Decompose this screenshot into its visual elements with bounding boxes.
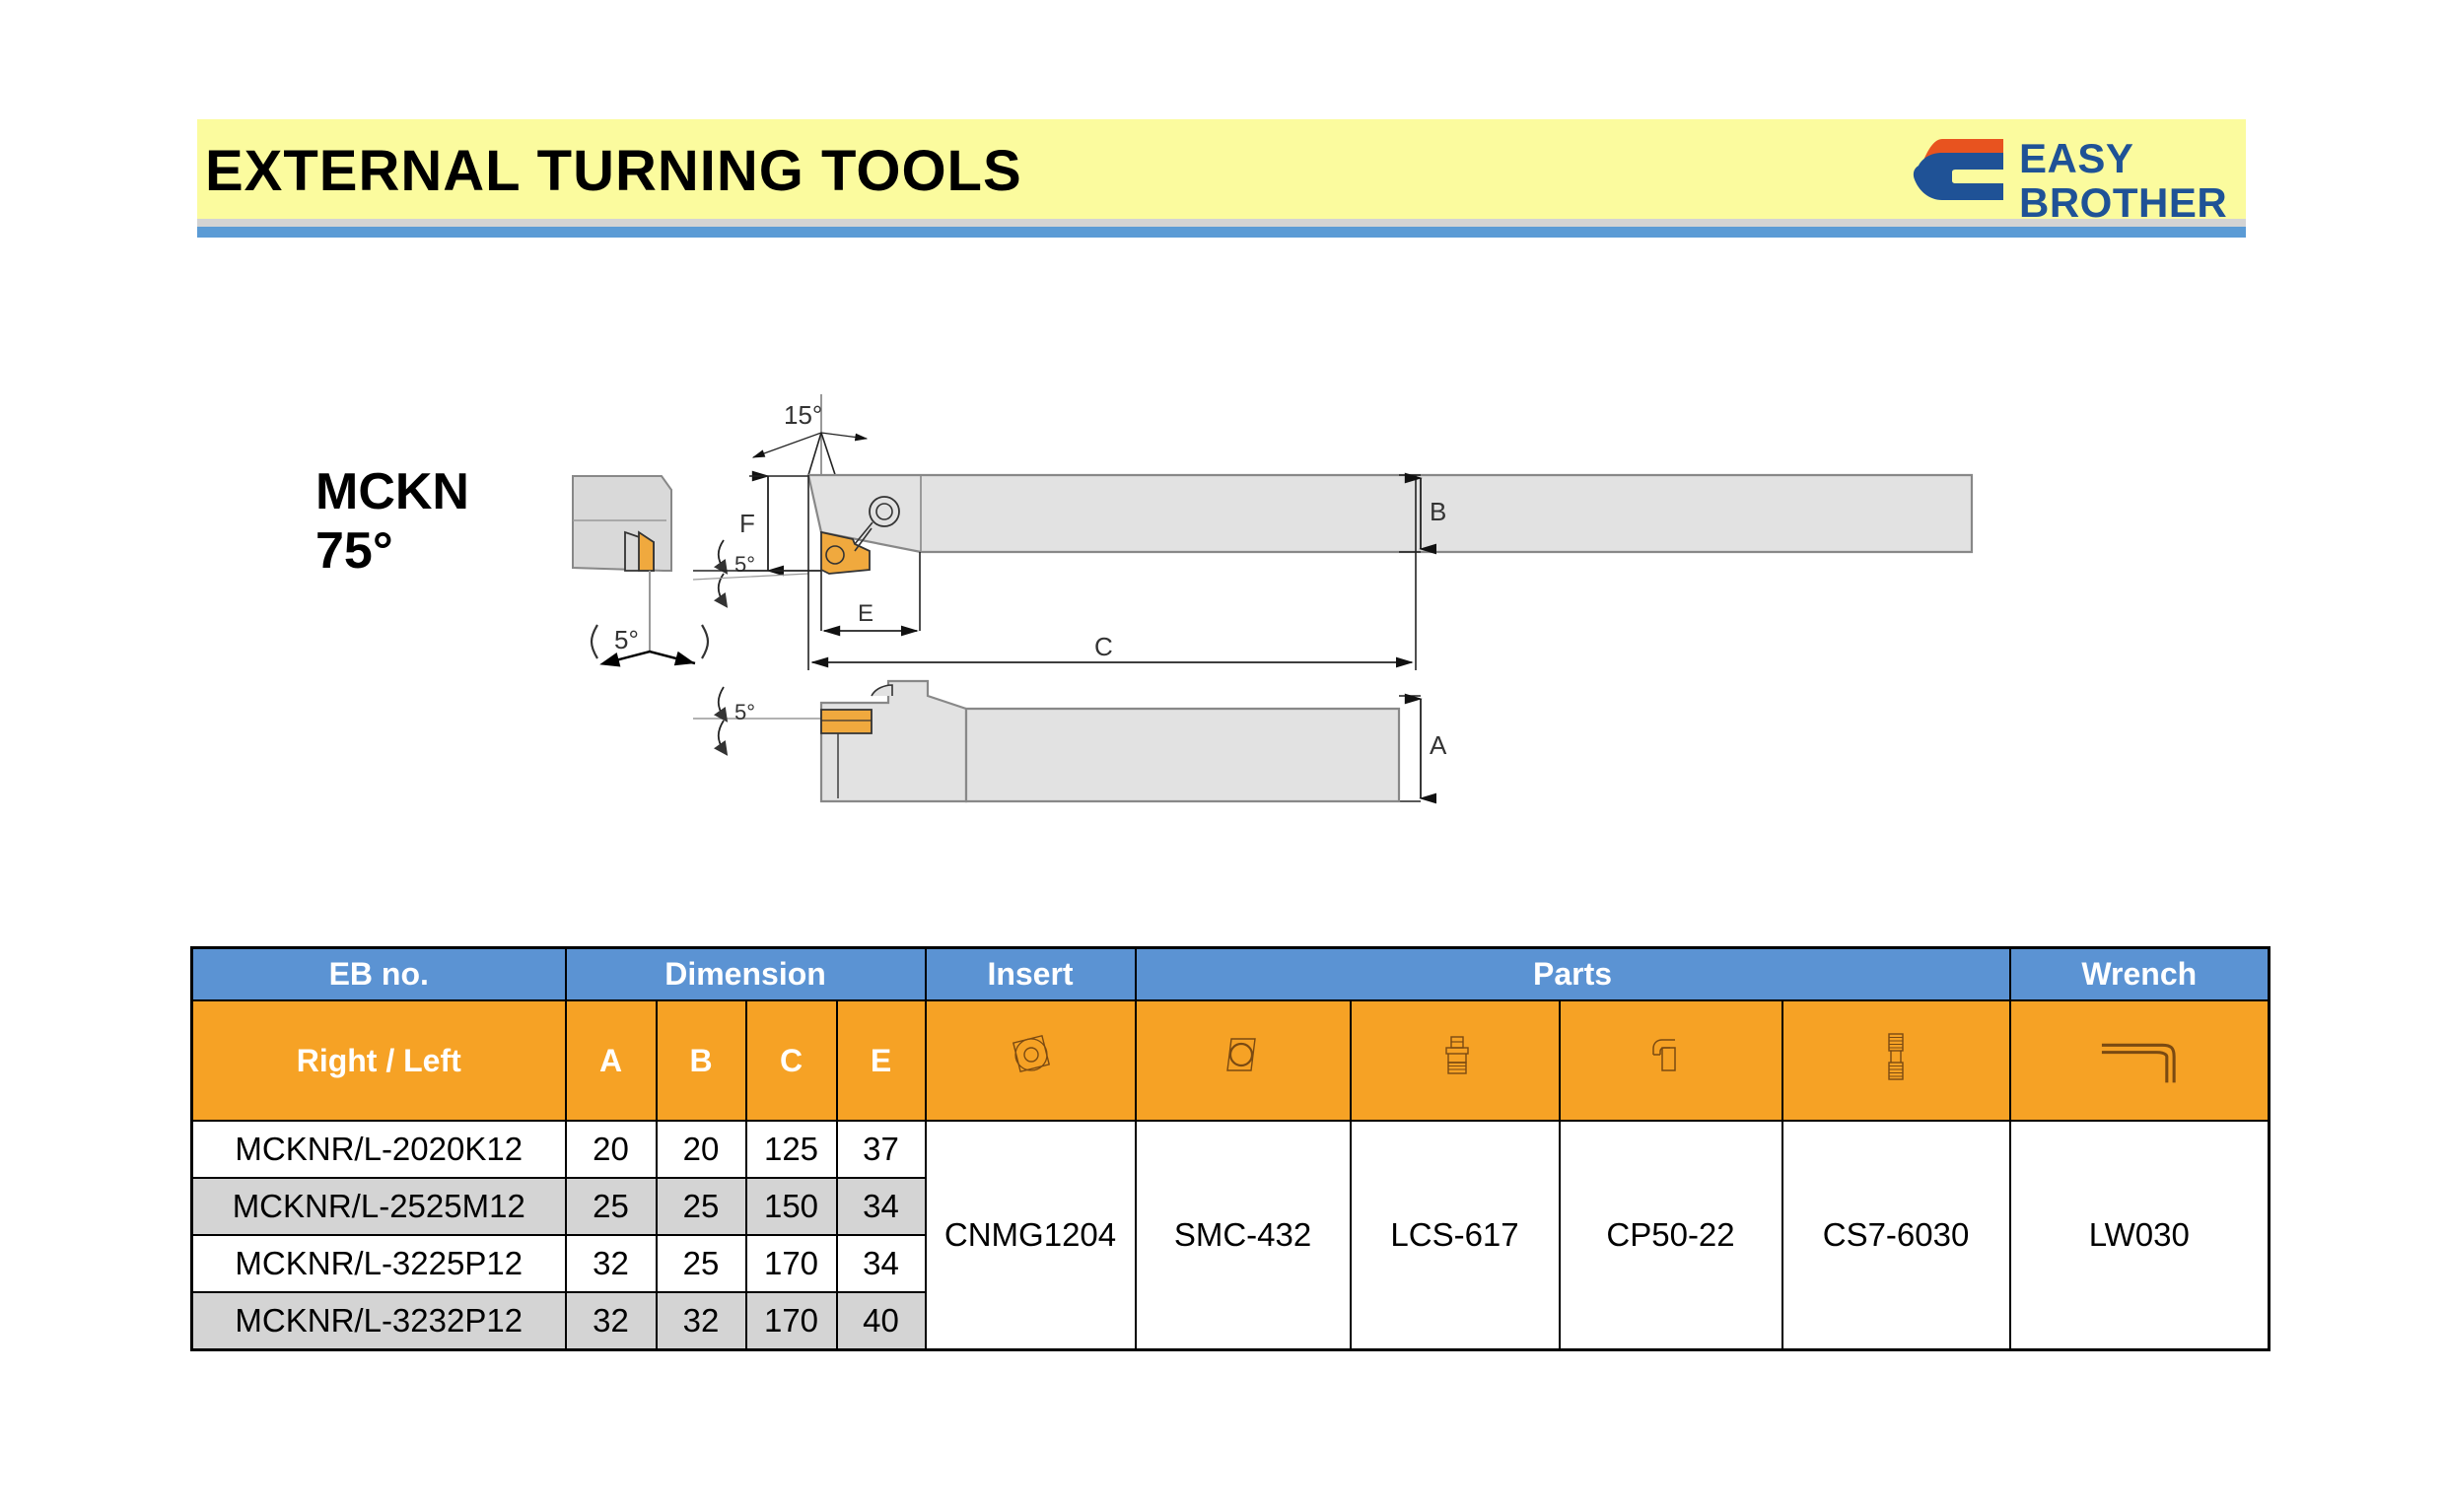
svg-text:B: B	[1430, 497, 1446, 526]
svg-text:A: A	[1430, 730, 1447, 760]
svg-text:F: F	[739, 509, 755, 538]
svg-text:15°: 15°	[784, 400, 822, 430]
svg-text:5°: 5°	[614, 625, 639, 654]
svg-text:5°: 5°	[734, 700, 755, 724]
svg-text:5°: 5°	[734, 552, 755, 577]
svg-text:C: C	[1094, 632, 1113, 661]
svg-text:E: E	[858, 600, 873, 627]
